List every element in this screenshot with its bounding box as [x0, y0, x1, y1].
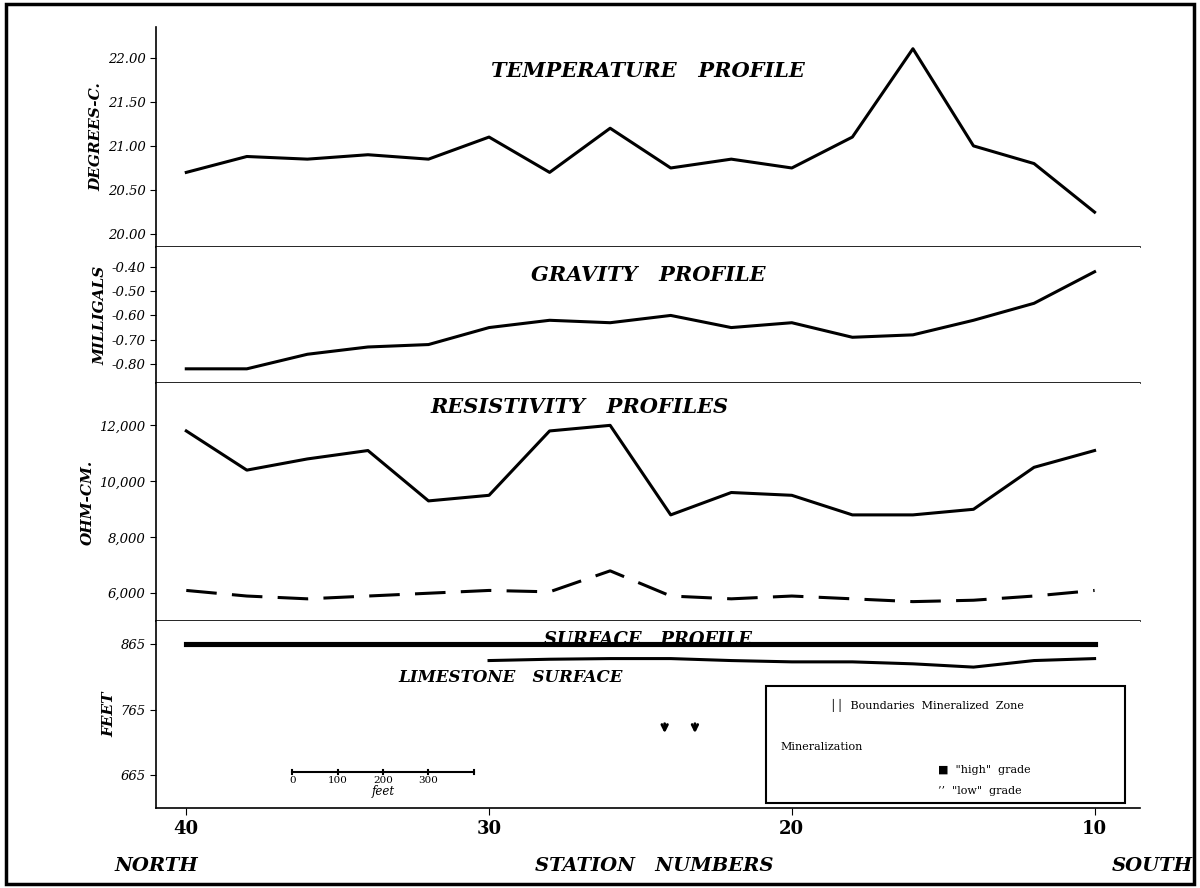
Text: feet: feet — [372, 785, 395, 798]
Text: ││  Boundaries  Mineralized  Zone: ││ Boundaries Mineralized Zone — [830, 699, 1024, 712]
Y-axis label: OHM-CM.: OHM-CM. — [82, 460, 95, 545]
Y-axis label: MILLIGALS: MILLIGALS — [94, 266, 108, 365]
FancyBboxPatch shape — [766, 686, 1126, 804]
Text: STATION   NUMBERS: STATION NUMBERS — [535, 857, 773, 875]
Text: SURFACE   PROFILE: SURFACE PROFILE — [544, 630, 752, 649]
Text: 200: 200 — [373, 776, 394, 785]
Text: GRAVITY   PROFILE: GRAVITY PROFILE — [530, 265, 766, 285]
Text: TEMPERATURE   PROFILE: TEMPERATURE PROFILE — [491, 60, 805, 81]
Text: ■  "high"  grade: ■ "high" grade — [938, 765, 1031, 775]
Text: NORTH: NORTH — [114, 857, 198, 875]
Y-axis label: FEET: FEET — [102, 692, 116, 737]
Text: SOUTH: SOUTH — [1111, 857, 1193, 875]
Text: 0: 0 — [289, 776, 295, 785]
Text: LIMESTONE   SURFACE: LIMESTONE SURFACE — [398, 669, 623, 686]
Text: 300: 300 — [419, 776, 438, 785]
Text: RESISTIVITY   PROFILES: RESISTIVITY PROFILES — [430, 397, 728, 417]
Text: ’’  "low"  grade: ’’ "low" grade — [938, 786, 1022, 796]
Y-axis label: DEGREES-C.: DEGREES-C. — [90, 83, 103, 192]
Text: Mineralization: Mineralization — [781, 741, 863, 752]
Text: 100: 100 — [328, 776, 348, 785]
